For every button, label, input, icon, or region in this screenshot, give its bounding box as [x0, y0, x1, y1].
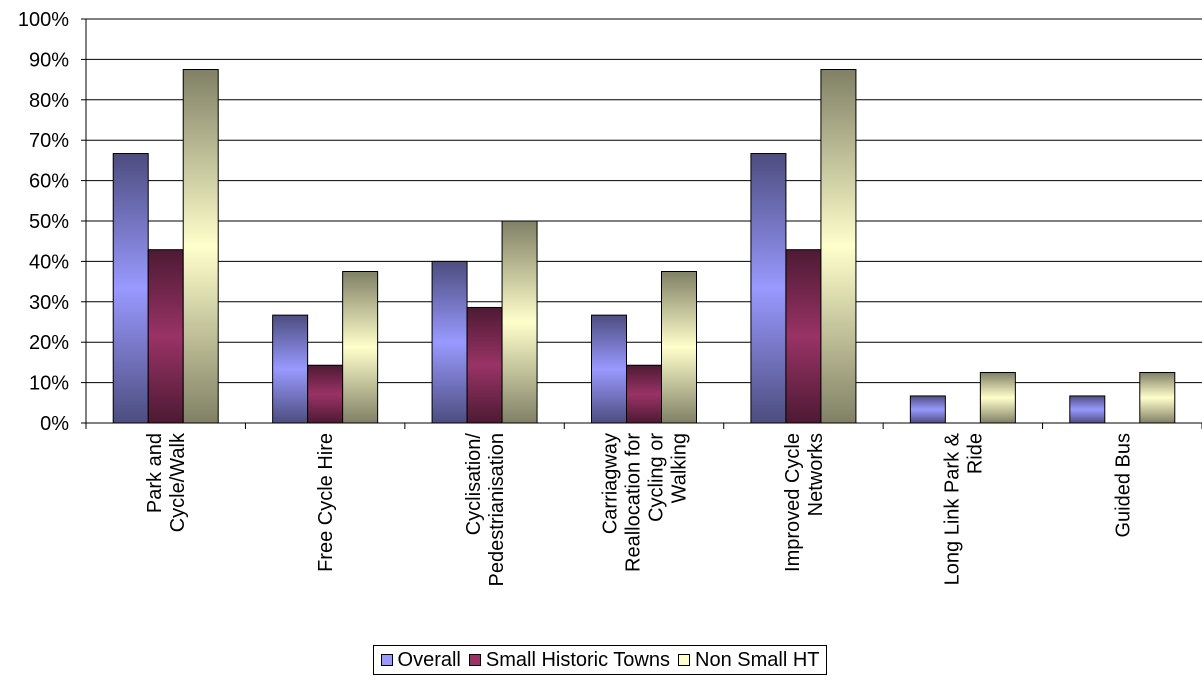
- x-tick-label: Free Cycle Hire: [315, 433, 337, 572]
- svg-text:Long Link Park &Ride: Long Link Park &Ride: [941, 432, 986, 585]
- bar-chart: 0% 10% 20% 30% 40% 50% 60% 70% 80% 90% 100% Park a…: [18, 9, 1202, 586]
- bar-overall: [750, 153, 787, 424]
- bar-small-historic-towns: [466, 306, 503, 424]
- y-tick-labels: 0% 10% 20% 30% 40% 50% 60% 70% 80% 90% 100%: [18, 9, 86, 435]
- y-tick-label: 100%: [18, 9, 69, 31]
- y-tick-label: 30%: [29, 292, 69, 314]
- bar-overall: [112, 153, 149, 424]
- x-tick-label: Long Link Park &Ride: [941, 432, 986, 585]
- bar-non-small-ht: [342, 271, 379, 424]
- legend-item-small-historic-towns: Small Historic Towns: [468, 648, 670, 672]
- bar-small-historic-towns: [307, 364, 344, 424]
- y-tick-label: 10%: [29, 373, 69, 395]
- x-tick-label: Park andCycle/Walk: [144, 432, 189, 532]
- bars: [112, 69, 1176, 424]
- bar-overall: [272, 314, 309, 424]
- bar-non-small-ht: [820, 69, 857, 424]
- bar-non-small-ht: [1139, 372, 1176, 424]
- legend-swatch-non-small-ht: [678, 654, 690, 666]
- y-tick-label: 70%: [29, 130, 69, 152]
- legend-item-non-small-ht: Non Small HT: [678, 649, 819, 672]
- y-tick-label: 50%: [29, 211, 69, 233]
- y-tick-label: 20%: [29, 332, 69, 354]
- bar-non-small-ht: [501, 220, 538, 424]
- bar-overall: [591, 314, 627, 424]
- x-tick-label: Cyclisation/Pedestrianisation: [463, 433, 508, 587]
- bar-small-historic-towns: [785, 249, 822, 424]
- svg-text:Guided Bus: Guided Bus: [1112, 433, 1134, 538]
- gridlines: [86, 18, 1202, 384]
- legend-swatch-small-historic-towns: [468, 654, 481, 666]
- x-tick-labels: Park andCycle/Walk Free Cycle Hire Cyclisa…: [144, 432, 1134, 586]
- y-tick-label: 0%: [40, 413, 69, 435]
- legend-label-small-historic-towns: Small Historic Towns: [485, 648, 670, 671]
- bar-non-small-ht: [979, 372, 1016, 424]
- svg-text:Free Cycle Hire: Free Cycle Hire: [315, 433, 337, 572]
- x-tick-label: CarriagwayReallocation forCycling orWalk…: [600, 433, 691, 572]
- y-tick-label: 80%: [29, 90, 69, 112]
- svg-text:Cyclisation/Pedestrianisation: Cyclisation/Pedestrianisation: [463, 433, 508, 587]
- legend-label-non-small-ht: Non Small HT: [695, 648, 820, 671]
- y-tick-label: 60%: [29, 171, 69, 193]
- bar-non-small-ht: [661, 271, 697, 424]
- svg-text:Improved CycleNetworks: Improved CycleNetworks: [782, 433, 827, 572]
- legend-item-overall: Overall: [380, 648, 461, 672]
- bar-overall: [431, 260, 468, 424]
- bar-overall: [1069, 395, 1106, 424]
- bar-overall: [909, 395, 946, 424]
- legend: Overall Small Historic Towns Non Small H…: [373, 645, 827, 675]
- bar-non-small-ht: [182, 69, 219, 424]
- legend-swatch-overall: [380, 654, 393, 666]
- bar-small-historic-towns: [626, 364, 662, 424]
- svg-text:CarriagwayReallocation forCycl: CarriagwayReallocation forCycling orWalk…: [600, 433, 691, 572]
- y-tick-label: 40%: [29, 251, 69, 273]
- svg-text:Park andCycle/Walk: Park andCycle/Walk: [144, 432, 189, 532]
- bar-small-historic-towns: [147, 249, 184, 424]
- x-tick-label: Improved CycleNetworks: [782, 433, 827, 572]
- y-tick-label: 90%: [29, 49, 69, 71]
- legend-label-overall: Overall: [397, 648, 461, 671]
- x-tick-label: Guided Bus: [1112, 433, 1134, 538]
